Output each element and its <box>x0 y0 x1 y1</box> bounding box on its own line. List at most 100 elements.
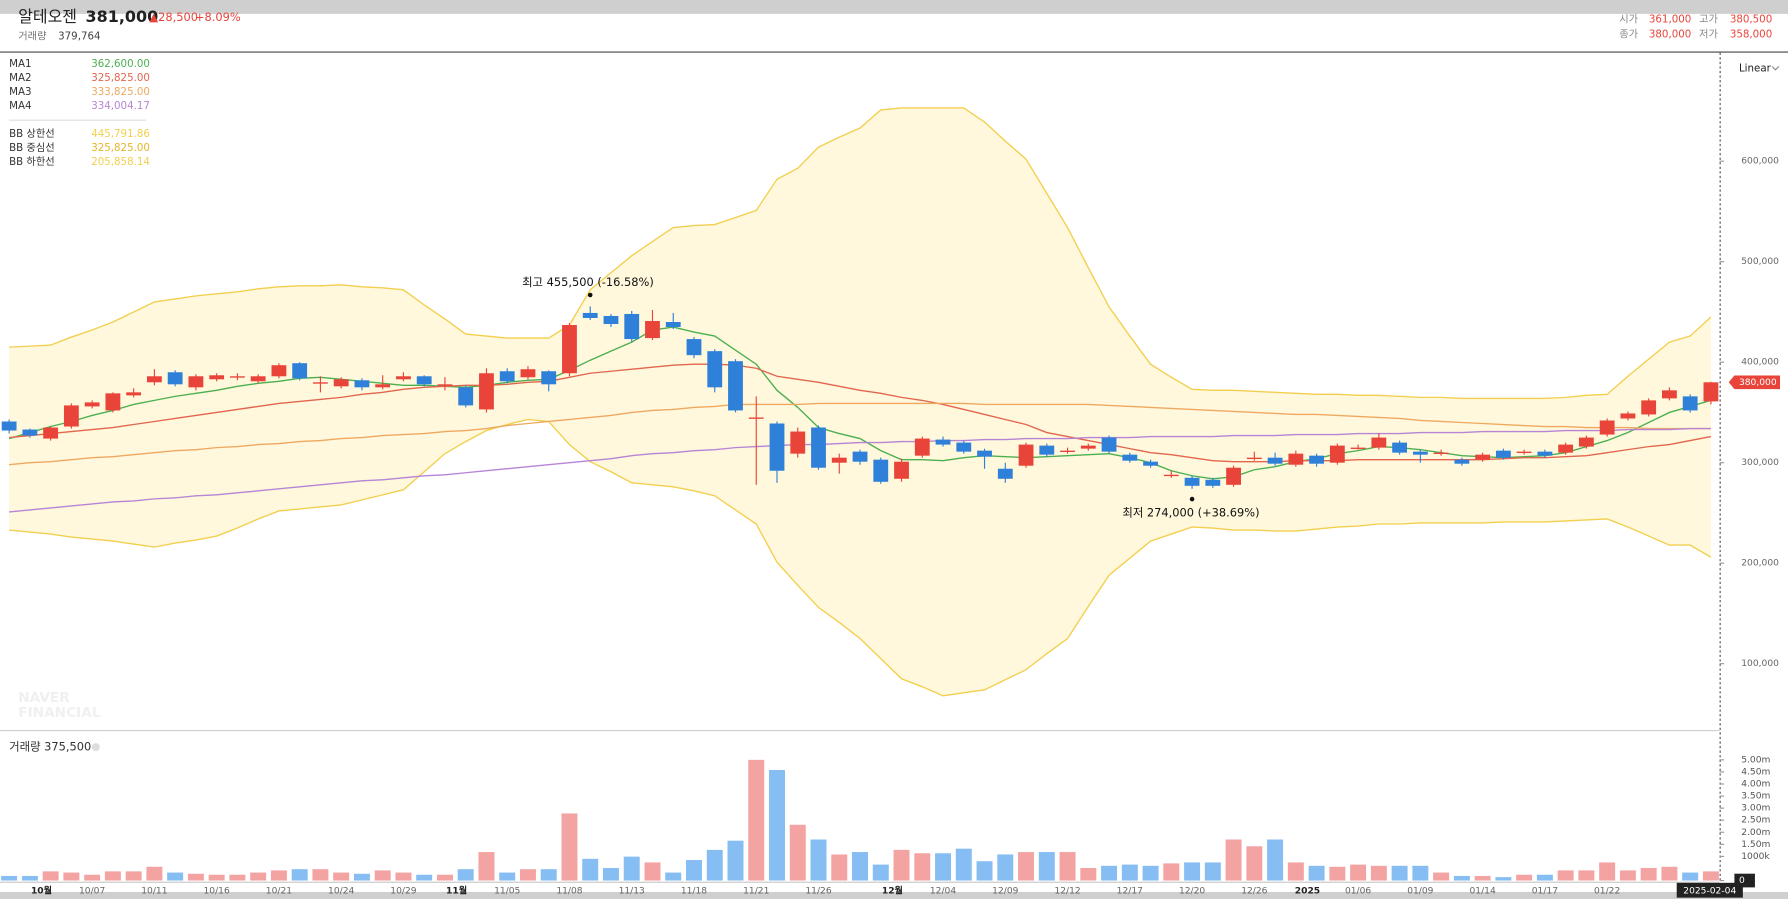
candle-body <box>1516 451 1532 454</box>
volume-bar <box>478 852 495 881</box>
caret[interactable] <box>1771 65 1780 71</box>
x-tick-label: 11/21 <box>743 886 769 896</box>
volume-bar <box>665 872 682 881</box>
legend-name: MA1 <box>9 58 31 70</box>
candle-body <box>1101 437 1117 452</box>
volume-value: 379,764 <box>58 31 100 43</box>
candle-body <box>1620 413 1636 419</box>
candle-body <box>1412 451 1428 455</box>
volume-bar <box>955 848 972 881</box>
volume-bar <box>727 840 744 881</box>
candle-body <box>935 439 951 445</box>
candle-body <box>22 429 38 436</box>
volume-bar <box>540 869 557 881</box>
candle-body <box>1475 454 1491 460</box>
candle-body <box>84 402 100 407</box>
volume-bar <box>187 873 204 881</box>
candle-body <box>105 393 121 411</box>
volume-bar <box>831 854 848 881</box>
volume-bar <box>1578 870 1595 881</box>
candle-body <box>167 372 183 385</box>
candle-body <box>1495 450 1511 458</box>
y-tick-label: 500,000 <box>1741 257 1779 267</box>
volume-bar <box>63 872 80 881</box>
candle-body <box>686 339 702 356</box>
volume-bar <box>997 854 1014 881</box>
candle-body <box>873 459 889 482</box>
candle-body <box>1246 457 1262 460</box>
candle-body <box>1558 444 1574 453</box>
stock-name: 알테오젠 <box>18 7 77 26</box>
candle-body <box>1537 451 1553 456</box>
low-marker <box>1189 496 1195 502</box>
volume-bar <box>1142 865 1159 881</box>
watermark: FINANCIAL <box>18 705 101 721</box>
volume-bar <box>1350 864 1367 881</box>
candle-body <box>977 450 992 457</box>
candle-body <box>769 423 785 471</box>
candle-body <box>1143 461 1158 466</box>
candle-body <box>728 361 743 411</box>
price-change: ▲28,500 <box>149 10 198 24</box>
volume-bar <box>1204 862 1221 881</box>
volume-bar <box>1038 852 1055 881</box>
volume-bar <box>312 869 329 881</box>
candle-body <box>914 438 930 456</box>
x-tick-label: 12/04 <box>930 886 956 896</box>
info-icon[interactable] <box>91 743 100 752</box>
candle-body <box>1163 474 1179 477</box>
scale-label[interactable]: Linear <box>1739 63 1772 75</box>
candle-body <box>416 376 432 385</box>
stat-value: 380,500 <box>1730 14 1772 26</box>
candle-body <box>707 351 723 388</box>
volume-bar <box>1308 865 1325 881</box>
candle-body <box>831 457 847 463</box>
volume-bar <box>1557 870 1574 881</box>
volume-bar <box>872 864 889 881</box>
x-tick-label: 10/16 <box>204 886 230 896</box>
volume-bar <box>21 875 38 881</box>
x-tick-label: 11월 <box>446 884 467 896</box>
y2-tick-label: 3.00m <box>1741 804 1770 814</box>
volume-bar <box>374 870 391 881</box>
volume-bar <box>1619 870 1636 881</box>
stat-value: 380,000 <box>1649 28 1691 40</box>
x-tick-label: 12/12 <box>1054 886 1080 896</box>
y2-tick-label: 0 <box>1739 876 1745 886</box>
volume-bar <box>333 872 350 881</box>
volume-bar <box>270 870 287 881</box>
volume-bar <box>1516 874 1533 881</box>
candle-body <box>520 369 536 378</box>
volume-bar <box>457 869 474 881</box>
y-tick-label: 400,000 <box>1741 358 1779 368</box>
candle-body <box>811 427 826 468</box>
volume-bar <box>1080 867 1097 881</box>
legend-value: 362,600.00 <box>91 58 150 70</box>
scale-button[interactable]: Linear <box>1739 63 1780 75</box>
price-tag <box>1728 375 1781 390</box>
x-tick-label: 11/18 <box>681 886 707 896</box>
stat-label: 종가 <box>1619 28 1638 40</box>
y-tick-label: 300,000 <box>1741 458 1779 468</box>
candle-body <box>1641 400 1657 415</box>
legend-value: 205,858.14 <box>91 156 150 168</box>
volume-bar <box>395 872 412 881</box>
volume-bar <box>1682 872 1699 881</box>
legend-name: BB 중심선 <box>9 142 55 154</box>
x-tick-label: 10/07 <box>79 886 105 896</box>
volume-bar <box>353 873 370 881</box>
volume-bar <box>789 824 806 881</box>
candle-body <box>250 376 266 382</box>
volume-bar <box>229 874 246 881</box>
ma-line <box>9 363 1712 463</box>
bb-line <box>9 107 1712 400</box>
candle-body <box>1350 447 1366 449</box>
candle-body <box>1080 445 1096 449</box>
volume-bar <box>1059 852 1076 881</box>
candle-body <box>437 384 453 386</box>
date-tag-label: 2025-02-04 <box>1683 886 1736 896</box>
volume-bar <box>914 853 931 881</box>
volume-bar <box>1536 874 1553 881</box>
candle-body <box>499 371 515 382</box>
x-tick-label: 11/13 <box>619 886 645 896</box>
